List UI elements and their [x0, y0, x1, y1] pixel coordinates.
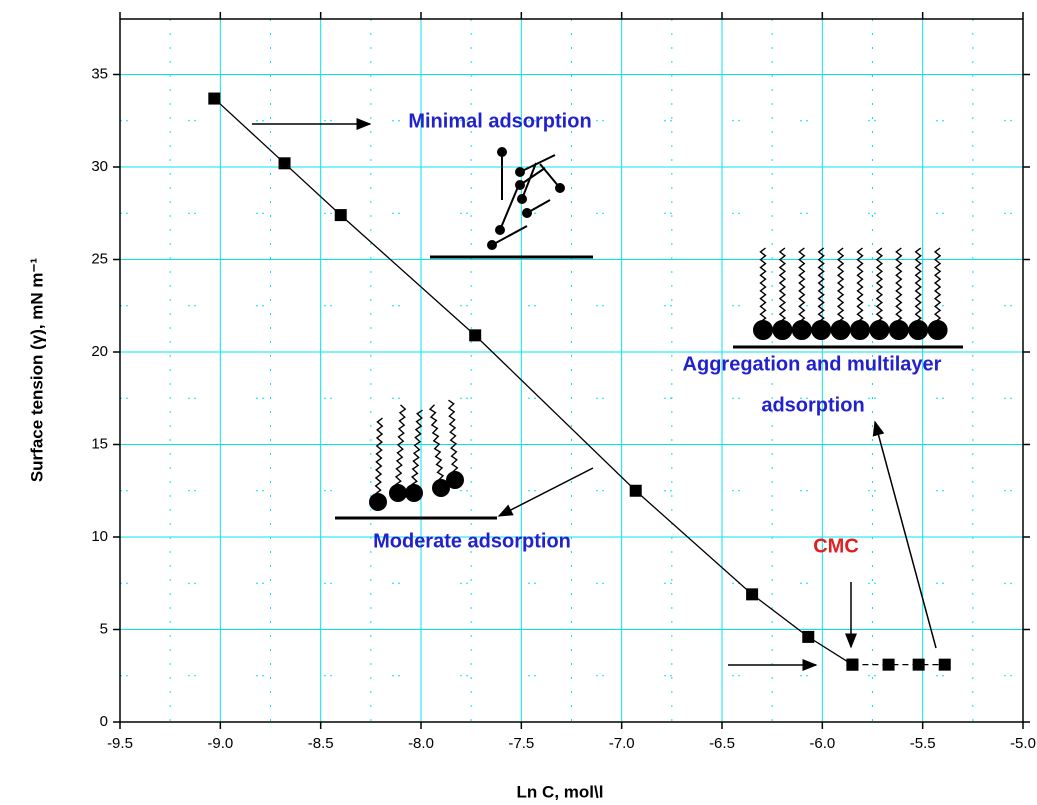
y-tick-label: 15	[91, 435, 108, 452]
y-tick-label: 5	[100, 620, 108, 637]
head	[773, 321, 792, 340]
head	[851, 321, 870, 340]
x-tick-label: -9.5	[107, 735, 133, 752]
point	[913, 659, 925, 671]
arrow	[875, 422, 936, 648]
y-tick-label: 10	[91, 528, 108, 545]
x-tick-label: -5.5	[910, 735, 936, 752]
point	[208, 93, 220, 105]
tail	[449, 400, 458, 472]
head	[523, 209, 532, 218]
x-axis-label: Ln C, mol\l	[517, 782, 604, 801]
head	[370, 494, 387, 511]
head	[831, 321, 850, 340]
y-tick-label: 0	[100, 713, 108, 730]
head	[889, 321, 908, 340]
head	[792, 321, 811, 340]
point	[746, 588, 758, 600]
tail	[520, 155, 555, 172]
x-tick-label: -7.0	[609, 735, 635, 752]
head	[488, 241, 497, 250]
x-tick-label: -8.5	[308, 735, 334, 752]
chart: Minimal adsorption Aggregation and multi…	[0, 0, 1037, 805]
x-tick-label: -9.0	[207, 735, 233, 752]
annotation: Minimal adsorption	[408, 110, 591, 132]
head	[556, 184, 565, 193]
point	[939, 659, 951, 671]
head	[498, 148, 507, 157]
point	[802, 631, 814, 643]
head	[390, 485, 407, 502]
annotation: adsorption	[761, 394, 864, 416]
x-tick-label: -7.5	[508, 735, 534, 752]
annotation: Moderate adsorption	[373, 530, 571, 552]
head	[518, 195, 527, 204]
x-tick-label: -5.0	[1010, 735, 1036, 752]
head	[447, 472, 464, 489]
point	[883, 659, 895, 671]
point	[335, 209, 347, 221]
annotation: Aggregation and multilayer	[683, 353, 942, 375]
arrow	[499, 468, 593, 516]
point	[846, 659, 858, 671]
y-tick-label: 25	[91, 250, 108, 267]
head	[754, 321, 773, 340]
head	[909, 321, 928, 340]
annotation: CMC	[813, 535, 859, 557]
point	[469, 329, 481, 341]
y-axis-label: Surface tension (γ), mN m⁻¹	[27, 257, 46, 482]
x-tick-label: -6.5	[709, 735, 735, 752]
point	[279, 157, 291, 169]
head	[870, 321, 889, 340]
illustrations	[335, 148, 963, 519]
head	[812, 321, 831, 340]
head	[496, 226, 505, 235]
y-tick-label: 35	[91, 65, 108, 82]
y-tick-label: 20	[91, 343, 108, 360]
series-line	[214, 99, 852, 665]
tail	[376, 418, 383, 494]
point	[630, 485, 642, 497]
y-tick-label: 30	[91, 158, 108, 175]
head	[516, 168, 525, 177]
x-tick-label: -6.0	[809, 735, 835, 752]
head	[928, 321, 947, 340]
head	[516, 181, 525, 190]
x-tick-label: -8.0	[408, 735, 434, 752]
tail	[430, 405, 443, 481]
head	[406, 485, 423, 502]
